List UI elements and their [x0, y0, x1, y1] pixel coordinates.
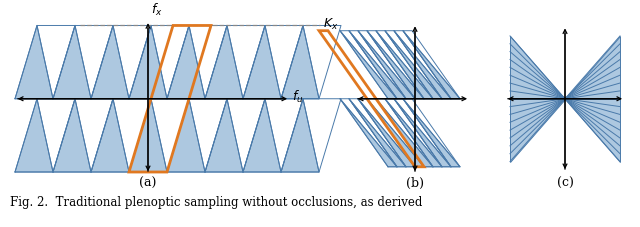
Polygon shape: [91, 25, 129, 99]
Polygon shape: [205, 25, 243, 99]
Text: $K_x$: $K_x$: [323, 17, 339, 32]
Polygon shape: [205, 99, 243, 172]
Polygon shape: [385, 31, 442, 99]
Polygon shape: [53, 25, 91, 99]
Polygon shape: [394, 31, 451, 99]
Polygon shape: [385, 99, 442, 167]
Polygon shape: [510, 36, 565, 99]
Polygon shape: [243, 99, 281, 172]
Polygon shape: [403, 99, 460, 167]
Polygon shape: [349, 31, 406, 99]
Polygon shape: [349, 99, 406, 167]
Polygon shape: [565, 36, 620, 99]
Polygon shape: [91, 99, 129, 172]
Polygon shape: [376, 31, 433, 99]
Polygon shape: [367, 31, 424, 99]
Polygon shape: [367, 99, 424, 167]
Text: (b): (b): [406, 177, 424, 190]
Polygon shape: [53, 99, 91, 172]
Text: $f_u$: $f_u$: [292, 89, 303, 105]
Polygon shape: [340, 99, 397, 167]
Polygon shape: [281, 25, 319, 99]
Polygon shape: [129, 25, 167, 99]
Polygon shape: [243, 25, 281, 99]
Polygon shape: [565, 99, 620, 162]
Text: (c): (c): [557, 177, 573, 190]
Text: (a): (a): [140, 177, 157, 190]
Polygon shape: [167, 99, 205, 172]
Polygon shape: [376, 99, 433, 167]
Polygon shape: [167, 25, 205, 99]
Polygon shape: [281, 99, 319, 172]
Polygon shape: [129, 99, 167, 172]
Polygon shape: [403, 31, 460, 99]
Polygon shape: [358, 99, 415, 167]
Polygon shape: [394, 99, 451, 167]
Polygon shape: [340, 31, 397, 99]
Polygon shape: [15, 99, 53, 172]
Polygon shape: [510, 99, 565, 162]
Text: $f_x$: $f_x$: [151, 2, 163, 18]
Polygon shape: [358, 31, 415, 99]
Polygon shape: [15, 25, 53, 99]
Text: Fig. 2.  Traditional plenoptic sampling without occlusions, as derived: Fig. 2. Traditional plenoptic sampling w…: [10, 196, 422, 209]
